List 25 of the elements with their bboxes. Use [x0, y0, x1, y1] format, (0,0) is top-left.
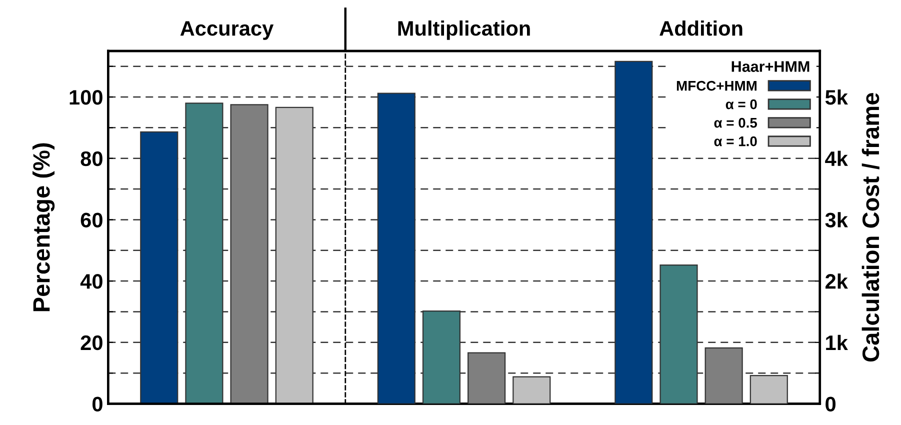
y2-tick-label: 1k [826, 334, 848, 350]
bar [468, 352, 506, 404]
y2-tick-label: 4k [825, 150, 848, 166]
bar [512, 376, 551, 404]
bar [704, 347, 743, 404]
y-axis-title: Percentage (%) [32, 143, 55, 312]
legend-label: α = 1.0 [714, 136, 757, 146]
y-tick-label: 60 [80, 212, 102, 228]
y-tick-label: 20 [80, 335, 102, 350]
y-tick-label: 80 [80, 151, 102, 166]
y-tick-label: 0 [92, 396, 102, 412]
y2-tick-label: 3k [825, 212, 848, 228]
y-tick-label: 100 [70, 90, 102, 105]
legend-label: α = 0 [726, 99, 757, 110]
y-tick-label: 40 [80, 274, 102, 289]
y2-tick-label: 5k [825, 89, 848, 105]
legend-label: MFCC+HMM [676, 80, 756, 91]
y2-tick-label: 2k [825, 274, 848, 289]
y2-axis-title: Calculation Cost / frame [862, 93, 880, 362]
legend-label: α = 0.5 [714, 118, 758, 128]
x-tick-label: Multiplication [398, 20, 530, 40]
x-tick-label: Accuracy [180, 21, 274, 40]
x-tick-label: Addition [660, 20, 742, 36]
y2-tick-label: 0 [826, 396, 836, 412]
legend-title: Haar+HMM [732, 61, 810, 72]
